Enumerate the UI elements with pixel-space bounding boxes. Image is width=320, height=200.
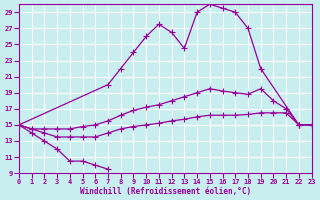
X-axis label: Windchill (Refroidissement éolien,°C): Windchill (Refroidissement éolien,°C) <box>80 187 251 196</box>
